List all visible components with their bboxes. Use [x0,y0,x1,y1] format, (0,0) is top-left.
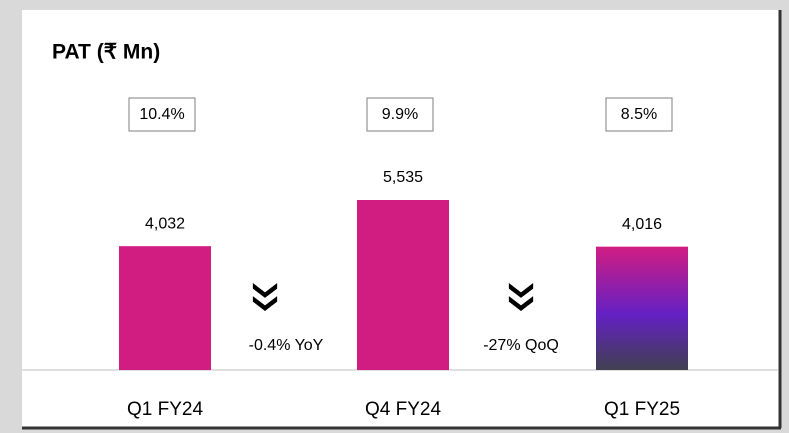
x-tick-label: Q4 FY24 [365,399,441,420]
change-label: -27% QoQ [483,337,559,354]
value-label: 5,535 [383,169,423,186]
margin-box [366,97,434,132]
margin-label: 8.5% [621,106,657,123]
margin-box [605,97,673,132]
x-tick-label: Q1 FY25 [604,399,680,420]
margin-label: 10.4% [139,106,184,123]
bar [119,246,211,370]
margin-label: 9.9% [382,106,418,123]
change-label: -0.4% YoY [249,337,324,354]
bar [357,200,449,370]
value-label: 4,016 [622,216,662,233]
value-label: 4,032 [145,215,185,232]
bar [596,246,688,370]
margin-box [128,97,196,132]
x-tick-label: Q1 FY24 [127,399,203,420]
chart-title: PAT (₹ Mn) [52,41,160,64]
